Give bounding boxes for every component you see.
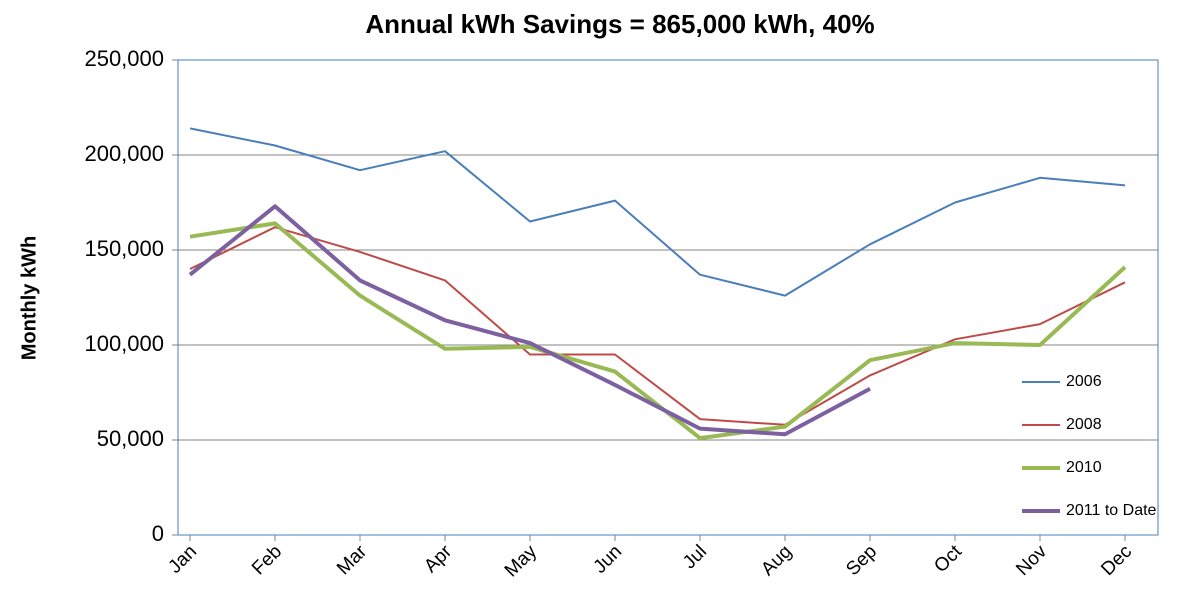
- x-tick-label: Mar: [333, 541, 371, 579]
- legend-label: 2006: [1066, 373, 1102, 390]
- x-tick-label: Dec: [1097, 541, 1136, 580]
- y-tick-label: 150,000: [84, 236, 164, 261]
- y-tick-label: 250,000: [84, 46, 164, 71]
- x-tick-label: Feb: [248, 541, 286, 579]
- y-tick-label: 0: [152, 521, 164, 546]
- x-tick-label: Apr: [420, 541, 456, 577]
- x-tick-label: Jan: [165, 541, 202, 578]
- x-tick-label: Jul: [679, 541, 711, 573]
- x-tick-label: Oct: [930, 541, 966, 577]
- x-tick-label: Sep: [842, 541, 881, 580]
- x-tick-label: Jun: [590, 541, 627, 578]
- y-tick-label: 50,000: [97, 426, 164, 451]
- chart-title: Annual kWh Savings = 865,000 kWh, 40%: [365, 9, 874, 39]
- y-tick-label: 100,000: [84, 331, 164, 356]
- data-line: [189, 127, 1126, 297]
- legend-label: 2010: [1066, 459, 1102, 476]
- x-tick-label: Aug: [757, 541, 796, 580]
- x-tick-label: May: [501, 541, 542, 582]
- x-tick-label: Nov: [1012, 541, 1051, 580]
- y-axis-label: Monthly kWh: [18, 236, 40, 360]
- legend-label: 2011 to Date: [1066, 502, 1157, 519]
- legend-label: 2008: [1066, 416, 1102, 433]
- data-line: [188, 204, 871, 437]
- plot-border: [177, 59, 1159, 536]
- data-line: [189, 226, 1126, 426]
- y-tick-label: 200,000: [84, 141, 164, 166]
